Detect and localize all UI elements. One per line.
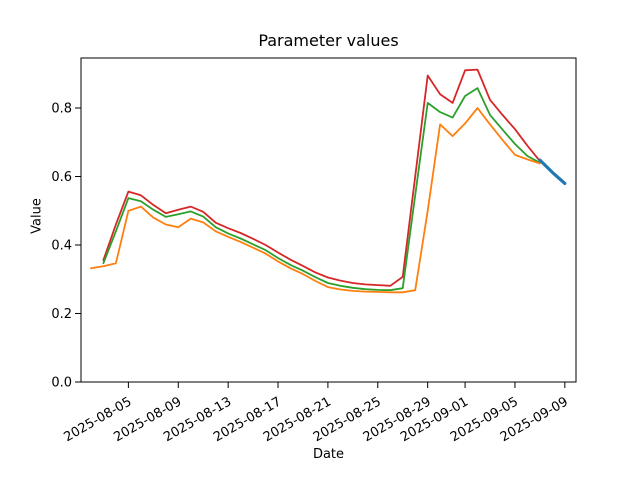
- y-tick-label: 0.4: [51, 239, 72, 254]
- y-tick-label: 0.8: [51, 102, 72, 117]
- series-line-red: [102, 68, 541, 287]
- y-tick-label: 0.2: [51, 307, 72, 322]
- y-tick-label: 0.0: [51, 376, 72, 391]
- y-axis-label: Value: [29, 198, 45, 234]
- axes-spines: [80, 57, 577, 383]
- y-tick-label: 0.6: [51, 170, 72, 185]
- chart-title: Parameter values: [258, 31, 399, 50]
- series-line-orange: [90, 107, 541, 294]
- series-line-green: [102, 87, 541, 292]
- series-line-blue: [538, 158, 567, 185]
- x-axis-label: Date: [312, 447, 345, 462]
